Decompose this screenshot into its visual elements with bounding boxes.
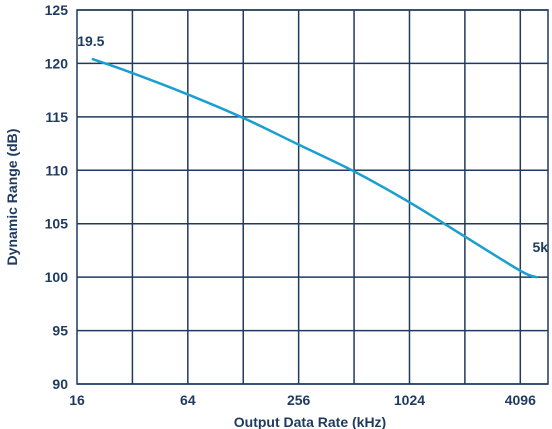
series-line — [91, 57, 538, 279]
annotations: 19.5 5k — [77, 33, 548, 255]
plot-frame — [76, 9, 549, 385]
y-tick-label: 90 — [52, 376, 68, 392]
x-axis-title: Output Data Rate (kHz) — [234, 414, 386, 429]
point-label: 5k — [532, 239, 548, 255]
series-layer — [91, 57, 538, 279]
y-tick-label: 115 — [45, 109, 68, 125]
y-tick-label: 110 — [45, 162, 68, 178]
x-tick-label: 1024 — [394, 392, 425, 408]
y-tick-label: 100 — [45, 269, 69, 285]
x-tick-label: 256 — [287, 392, 311, 408]
x-tick-label: 64 — [180, 392, 196, 408]
y-tick-label: 120 — [45, 55, 69, 71]
x-tick-label: 4096 — [505, 392, 536, 408]
grid — [77, 9, 548, 385]
x-tick-label: 16 — [69, 392, 85, 408]
y-axis-title: Dynamic Range (dB) — [4, 129, 20, 266]
y-tick-label: 125 — [45, 2, 69, 18]
y-tick-label: 105 — [45, 216, 69, 232]
tick-labels: 90 95 100 105 110 115 120 125 16 64 256 1024 4096 — [45, 2, 536, 408]
point-label: 19.5 — [77, 33, 104, 49]
y-tick-label: 95 — [52, 323, 68, 339]
